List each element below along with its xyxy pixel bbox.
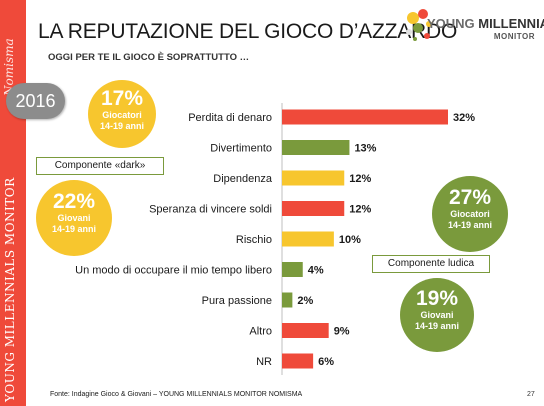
logo-line-1: YOUNG MILLENNIALS: [427, 16, 544, 31]
bar: [282, 262, 303, 277]
dark-players-label-2: 14-19 anni: [99, 121, 145, 131]
data-label: 32%: [453, 112, 475, 124]
data-label: 6%: [318, 356, 334, 368]
year-badge: 2016: [6, 83, 65, 119]
young-millennials-logo: YOUNG MILLENNIALS MONITOR: [405, 6, 544, 54]
category-label: Un modo di occupare il mio tempo libero: [75, 265, 272, 277]
ludica-players-circle: 27% Giocatori 14-19 anni: [432, 176, 508, 252]
data-label: 2%: [297, 295, 313, 307]
dark-component-label: Componente «dark»: [36, 157, 164, 175]
bar: [282, 109, 448, 125]
dark-youth-label-2: 14-19 anni: [51, 224, 97, 234]
category-label: NR: [256, 356, 272, 368]
data-label: 12%: [349, 204, 371, 216]
source-note: Fonte: Indagine Gioco & Giovani – YOUNG …: [50, 391, 303, 398]
ludica-youth-label-1: Giovani: [420, 310, 454, 320]
category-label: Perdita di denaro: [188, 112, 272, 124]
page-subtitle: OGGI PER TE IL GIOCO È SOPRATTUTTO …: [48, 52, 250, 63]
category-label: Speranza di vincere soldi: [149, 204, 272, 216]
side-strip: [0, 0, 26, 406]
logo-dots-icon: [406, 9, 432, 41]
ludica-youth-circle: 19% Giovani 14-19 anni: [400, 278, 474, 352]
category-label: Rischio: [236, 234, 272, 246]
data-label: 4%: [308, 265, 324, 277]
dark-youth-circle: 22% Giovani 14-19 anni: [36, 180, 112, 256]
category-label: Pura passione: [202, 295, 272, 307]
ludica-component-label: Componente ludica: [372, 255, 490, 273]
category-label: Altro: [249, 326, 272, 338]
bar: [282, 201, 345, 216]
page-number: 27: [527, 391, 535, 398]
ludica-players-label-2: 14-19 anni: [447, 220, 493, 230]
ludica-players-label-1: Giocatori: [450, 209, 490, 219]
category-label: Dipendenza: [213, 173, 273, 185]
bar: [282, 140, 350, 155]
data-label: 9%: [334, 326, 350, 338]
dark-youth-value: 22%: [52, 190, 96, 213]
bar: [282, 292, 293, 308]
data-label: 10%: [339, 234, 361, 246]
dark-youth-label-1: Giovani: [57, 213, 91, 223]
dark-players-value: 17%: [100, 87, 144, 110]
dark-players-label-1: Giocatori: [102, 110, 142, 120]
bar: [282, 170, 345, 186]
bar: [282, 231, 334, 247]
bar: [282, 323, 329, 338]
category-label: Divertimento: [210, 143, 272, 155]
page-title: LA REPUTAZIONE DEL GIOCO D’AZZARDO: [38, 20, 458, 43]
logo-line-2: MONITOR: [493, 32, 535, 41]
data-label: 13%: [354, 143, 376, 155]
ludica-players-value: 27%: [448, 186, 492, 209]
dark-players-circle: 17% Giocatori 14-19 anni: [88, 80, 156, 148]
bar: [282, 353, 314, 369]
data-label: 12%: [349, 173, 371, 185]
ludica-youth-label-2: 14-19 anni: [414, 321, 460, 331]
ludica-youth-value: 19%: [415, 287, 459, 310]
